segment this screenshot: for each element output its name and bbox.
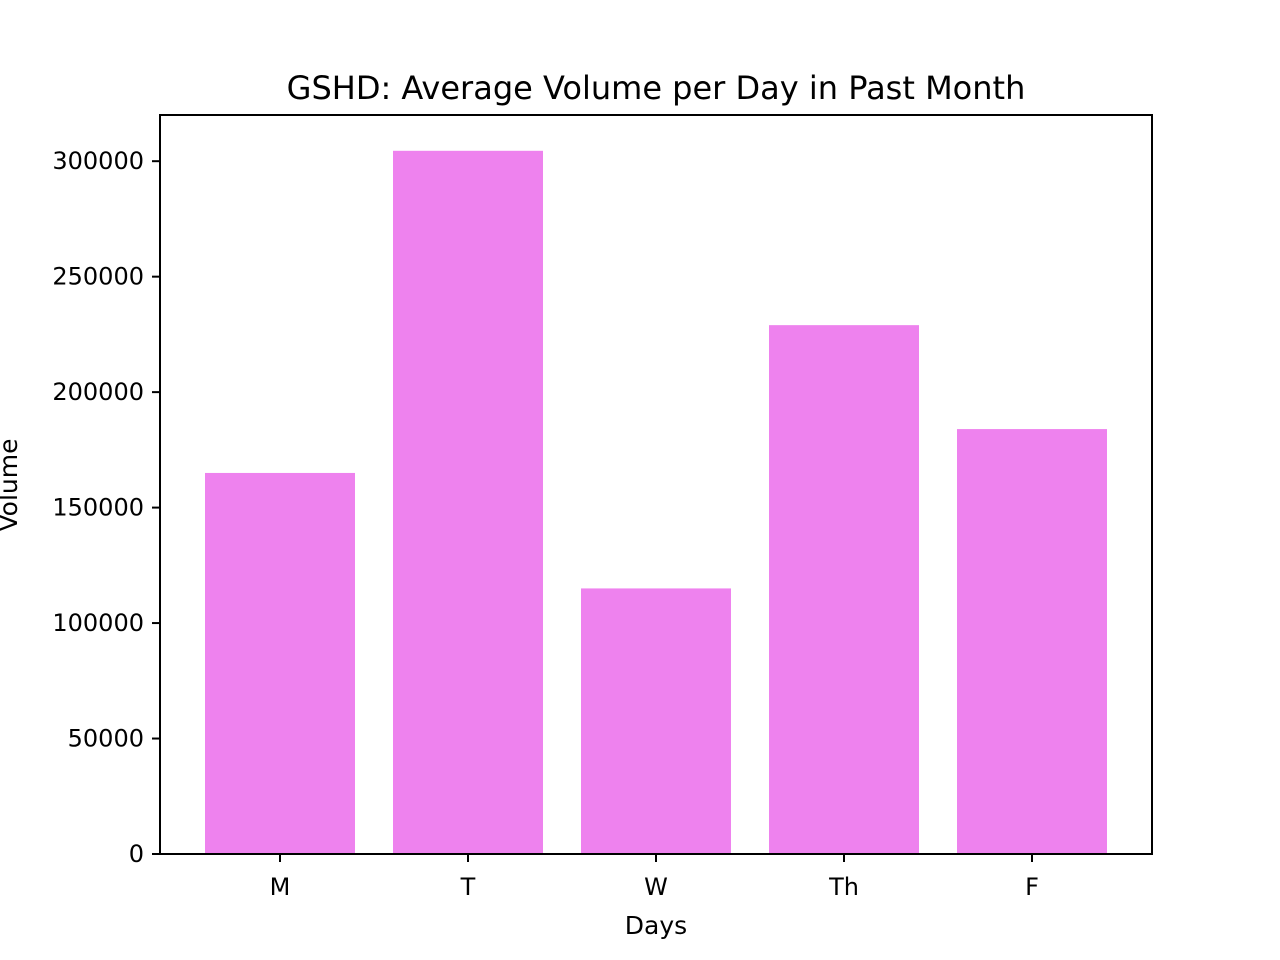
bar-m <box>205 472 355 854</box>
y-tick-label: 100000 <box>52 609 144 637</box>
plot-area-frame <box>159 114 1153 855</box>
bar-f <box>957 429 1107 854</box>
y-tick-label: 200000 <box>52 378 144 406</box>
bar-th <box>769 325 919 854</box>
y-tick-label: 300000 <box>52 147 144 175</box>
x-tick-label: T <box>460 873 476 901</box>
x-tick-label: F <box>1025 873 1039 901</box>
y-axis-label: Volume <box>0 439 23 532</box>
x-axis-ticks: M T W Th F <box>270 854 1039 901</box>
y-tick-label: 250000 <box>52 263 144 291</box>
chart-title: GSHD: Average Volume per Day in Past Mon… <box>287 69 1026 107</box>
y-axis-ticks: 0 50000 100000 150000 200000 250000 300000 <box>52 147 160 868</box>
bars-group <box>205 150 1107 855</box>
bar-t <box>393 150 543 855</box>
x-axis-label: Days <box>625 911 687 940</box>
y-tick-label: 0 <box>129 840 144 868</box>
y-tick-label: 50000 <box>68 725 144 753</box>
x-tick-label: Th <box>828 873 859 901</box>
bar-w <box>581 588 731 854</box>
x-tick-label: W <box>644 873 668 901</box>
y-tick-label: 150000 <box>52 494 144 522</box>
x-tick-label: M <box>270 873 291 901</box>
